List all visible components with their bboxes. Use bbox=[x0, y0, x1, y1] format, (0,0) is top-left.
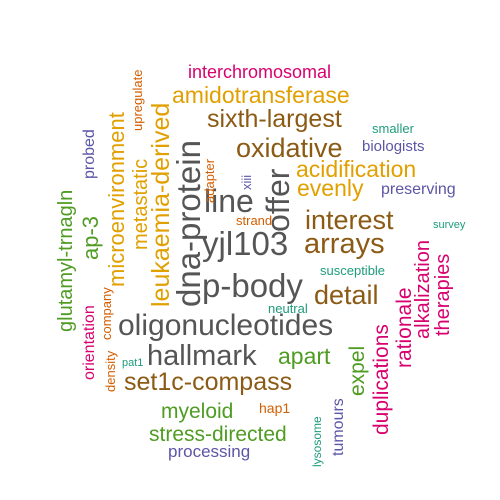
word-survey: survey bbox=[433, 219, 466, 231]
word-neutral: neutral bbox=[268, 301, 308, 316]
word-biologists: biologists bbox=[362, 138, 425, 155]
word-susceptible: susceptible bbox=[320, 263, 386, 278]
word-smaller: smaller bbox=[372, 121, 414, 136]
word-glutamyl-trnagln: glutamyl-trnagln bbox=[55, 189, 77, 332]
word-orientation: orientation bbox=[81, 305, 98, 380]
word-myeloid: myeloid bbox=[161, 400, 234, 423]
word-interchromosomal: interchromosomal bbox=[188, 62, 332, 82]
word-lysosome: lysosome bbox=[310, 416, 324, 467]
word-company: company bbox=[99, 287, 114, 340]
word-line: line bbox=[204, 183, 254, 219]
word-dna-protein: dna-protein bbox=[170, 140, 207, 307]
word-probed: probed bbox=[81, 129, 98, 179]
word-interest: interest bbox=[305, 205, 394, 235]
word-preserving: preserving bbox=[381, 181, 456, 198]
word-stress-directed: stress-directed bbox=[149, 423, 287, 446]
word-alkalization: alkalization bbox=[412, 240, 434, 339]
word-ap-3: ap-3 bbox=[78, 215, 103, 260]
word-offer: offer bbox=[260, 168, 296, 232]
word-metastatic: metastatic bbox=[130, 158, 152, 250]
word-leukaemia-derived: leukaemia-derived bbox=[147, 102, 175, 307]
word-oxidative: oxidative bbox=[236, 133, 343, 163]
word-sixth-largest: sixth-largest bbox=[207, 105, 342, 133]
word-upregulate: upregulate bbox=[130, 69, 145, 131]
word-strand: strand bbox=[236, 213, 273, 228]
word-processing: processing bbox=[168, 442, 251, 461]
word-hallmark: hallmark bbox=[147, 340, 257, 372]
word-tumours: tumours bbox=[330, 398, 347, 456]
word-microenvironment: microenvironment bbox=[104, 112, 129, 287]
word-yjl103: yjl103 bbox=[202, 225, 289, 262]
word-p-body: p-body bbox=[202, 267, 303, 304]
word-detail: detail bbox=[314, 280, 379, 310]
word-density: density bbox=[103, 350, 118, 392]
word-evenly: evenly bbox=[297, 175, 364, 201]
word-apart: apart bbox=[278, 343, 331, 369]
word-therapies: therapies bbox=[432, 253, 454, 336]
word-expel: expel bbox=[346, 345, 369, 396]
word-duplications: duplications bbox=[370, 324, 393, 435]
word-pat1: pat1 bbox=[122, 357, 144, 369]
word-set1c-compass: set1c-compass bbox=[124, 368, 293, 396]
word-arrays: arrays bbox=[304, 228, 385, 260]
word-acidification: acidification bbox=[296, 156, 417, 182]
word-hap1: hap1 bbox=[259, 400, 291, 416]
word-amidotransferase: amidotransferase bbox=[172, 82, 350, 108]
word-oligonucleotides: oligonucleotides bbox=[118, 309, 334, 342]
word-adapter: adapter bbox=[202, 158, 217, 203]
word-xiii: xiii bbox=[239, 174, 254, 190]
